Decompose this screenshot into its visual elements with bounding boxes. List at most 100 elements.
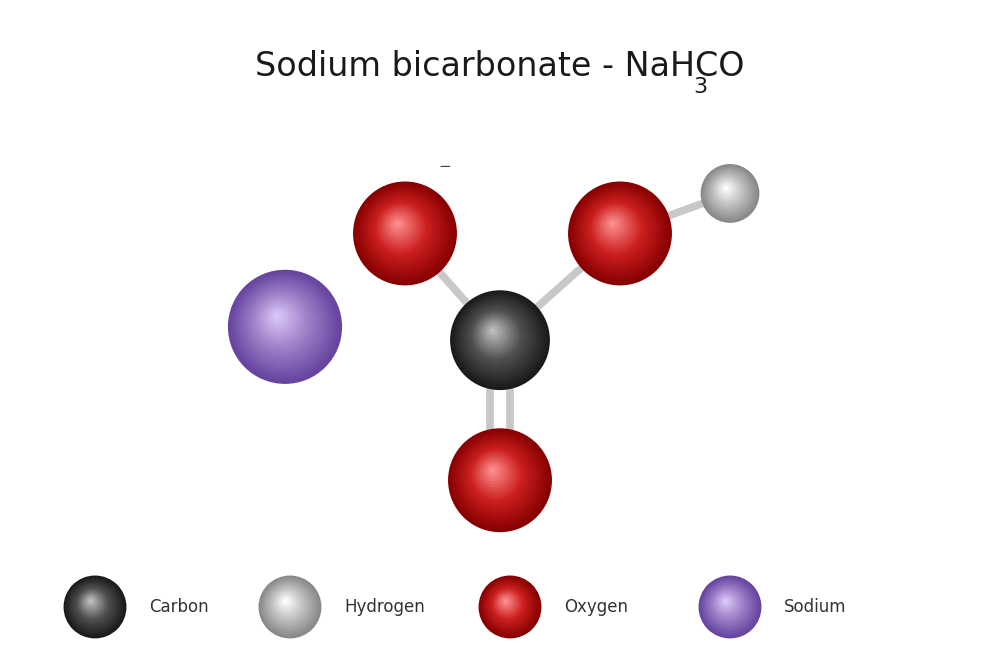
Text: Sodium bicarbonate - NaHCO: Sodium bicarbonate - NaHCO bbox=[255, 50, 745, 83]
Ellipse shape bbox=[702, 165, 758, 221]
Ellipse shape bbox=[459, 439, 537, 516]
Ellipse shape bbox=[719, 181, 735, 197]
Ellipse shape bbox=[712, 588, 744, 620]
Ellipse shape bbox=[453, 293, 546, 386]
Ellipse shape bbox=[263, 580, 316, 632]
Ellipse shape bbox=[473, 312, 519, 358]
Ellipse shape bbox=[491, 587, 525, 622]
Ellipse shape bbox=[607, 218, 620, 231]
Ellipse shape bbox=[257, 297, 303, 344]
Ellipse shape bbox=[245, 286, 319, 360]
Ellipse shape bbox=[88, 599, 93, 604]
Ellipse shape bbox=[495, 590, 520, 616]
Ellipse shape bbox=[229, 270, 341, 384]
Ellipse shape bbox=[505, 600, 506, 602]
Ellipse shape bbox=[724, 186, 728, 190]
Ellipse shape bbox=[282, 598, 290, 606]
Ellipse shape bbox=[453, 433, 546, 526]
Ellipse shape bbox=[452, 292, 548, 388]
Ellipse shape bbox=[485, 323, 502, 340]
Ellipse shape bbox=[457, 437, 540, 520]
Ellipse shape bbox=[77, 588, 108, 620]
Ellipse shape bbox=[481, 578, 539, 636]
Ellipse shape bbox=[575, 188, 663, 275]
Ellipse shape bbox=[85, 596, 98, 609]
Ellipse shape bbox=[722, 598, 730, 606]
Ellipse shape bbox=[360, 188, 448, 275]
Ellipse shape bbox=[490, 327, 497, 335]
Ellipse shape bbox=[723, 599, 728, 604]
Ellipse shape bbox=[388, 214, 410, 237]
Ellipse shape bbox=[601, 212, 628, 239]
Ellipse shape bbox=[715, 590, 740, 616]
Ellipse shape bbox=[479, 457, 511, 490]
Ellipse shape bbox=[702, 578, 757, 634]
Ellipse shape bbox=[472, 451, 520, 498]
Ellipse shape bbox=[64, 576, 126, 638]
Ellipse shape bbox=[68, 580, 121, 632]
Ellipse shape bbox=[718, 594, 735, 611]
Ellipse shape bbox=[268, 308, 288, 327]
Ellipse shape bbox=[570, 183, 670, 283]
Ellipse shape bbox=[705, 168, 754, 217]
Ellipse shape bbox=[603, 214, 625, 237]
Ellipse shape bbox=[90, 600, 91, 602]
Ellipse shape bbox=[702, 166, 757, 221]
Ellipse shape bbox=[377, 204, 425, 251]
Ellipse shape bbox=[266, 305, 291, 330]
Ellipse shape bbox=[277, 593, 297, 612]
Ellipse shape bbox=[240, 281, 326, 367]
Ellipse shape bbox=[87, 598, 95, 606]
Ellipse shape bbox=[269, 586, 307, 624]
Ellipse shape bbox=[233, 275, 335, 377]
Ellipse shape bbox=[716, 178, 739, 202]
Ellipse shape bbox=[497, 593, 517, 612]
Ellipse shape bbox=[379, 206, 422, 249]
Ellipse shape bbox=[708, 171, 749, 212]
Ellipse shape bbox=[577, 190, 660, 273]
Ellipse shape bbox=[713, 176, 743, 205]
Ellipse shape bbox=[471, 310, 522, 361]
Ellipse shape bbox=[701, 165, 759, 222]
Ellipse shape bbox=[76, 587, 110, 622]
Ellipse shape bbox=[463, 303, 533, 372]
Ellipse shape bbox=[285, 600, 286, 602]
Ellipse shape bbox=[483, 321, 505, 344]
Ellipse shape bbox=[82, 593, 102, 612]
Ellipse shape bbox=[720, 596, 733, 609]
Ellipse shape bbox=[489, 467, 497, 474]
Ellipse shape bbox=[725, 187, 726, 189]
Ellipse shape bbox=[502, 598, 510, 606]
Ellipse shape bbox=[721, 596, 731, 607]
Ellipse shape bbox=[392, 218, 405, 231]
Ellipse shape bbox=[449, 429, 551, 532]
Ellipse shape bbox=[470, 449, 522, 502]
Ellipse shape bbox=[264, 303, 294, 334]
Ellipse shape bbox=[278, 594, 295, 611]
Ellipse shape bbox=[78, 590, 107, 618]
Ellipse shape bbox=[704, 581, 754, 630]
Ellipse shape bbox=[486, 582, 532, 629]
Ellipse shape bbox=[711, 173, 746, 209]
Ellipse shape bbox=[708, 584, 749, 625]
Ellipse shape bbox=[243, 283, 322, 364]
Ellipse shape bbox=[474, 453, 517, 496]
Ellipse shape bbox=[262, 578, 317, 634]
Ellipse shape bbox=[496, 592, 518, 614]
Ellipse shape bbox=[461, 301, 535, 375]
Ellipse shape bbox=[358, 186, 451, 279]
Ellipse shape bbox=[592, 204, 640, 251]
Ellipse shape bbox=[254, 295, 307, 347]
Ellipse shape bbox=[238, 279, 329, 370]
Ellipse shape bbox=[450, 430, 550, 530]
Ellipse shape bbox=[725, 600, 726, 602]
Ellipse shape bbox=[261, 578, 319, 636]
Ellipse shape bbox=[267, 584, 310, 627]
Ellipse shape bbox=[81, 592, 103, 614]
Ellipse shape bbox=[381, 208, 419, 245]
Ellipse shape bbox=[500, 596, 513, 609]
Ellipse shape bbox=[476, 455, 514, 492]
Ellipse shape bbox=[268, 584, 309, 625]
Ellipse shape bbox=[598, 210, 631, 243]
Ellipse shape bbox=[273, 590, 302, 618]
